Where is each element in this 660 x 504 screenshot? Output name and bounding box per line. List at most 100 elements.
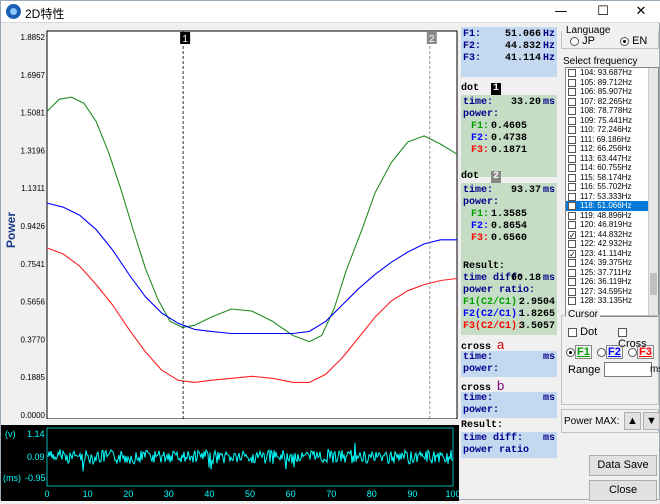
frequency-list-item[interactable]: 107: 82.265Hz bbox=[566, 97, 658, 107]
frequency-checkbox[interactable]: ✓ bbox=[568, 249, 576, 259]
dot1-time-value: 33.20 bbox=[510, 97, 541, 108]
frequency-checkbox[interactable] bbox=[568, 173, 576, 182]
data-save-button[interactable]: Data Save bbox=[589, 455, 657, 476]
frequency-checkbox[interactable] bbox=[568, 145, 576, 153]
title-bar: 2D特性 — ☐ ✕ bbox=[1, 1, 660, 23]
frequency-checkbox[interactable] bbox=[568, 69, 576, 77]
frequency-checkbox[interactable] bbox=[568, 116, 576, 125]
frequency-checkbox[interactable] bbox=[568, 192, 576, 201]
cursor-f3-label: F3 bbox=[637, 345, 654, 359]
range-input[interactable] bbox=[604, 362, 652, 377]
dot-checkbox[interactable] bbox=[568, 327, 577, 337]
minimize-button[interactable]: — bbox=[554, 4, 568, 19]
frequency-item-label: 109: 75.441Hz bbox=[580, 115, 633, 125]
frequency-checkbox[interactable] bbox=[568, 287, 576, 296]
maximize-button[interactable]: ☐ bbox=[597, 4, 609, 19]
frequency-checkbox[interactable] bbox=[568, 107, 576, 115]
frequency-checkbox[interactable] bbox=[568, 268, 576, 277]
dot1-label: dot bbox=[461, 83, 480, 94]
frequency-checkbox[interactable] bbox=[568, 297, 576, 305]
frequency-list-item[interactable]: 122: 42.932Hz bbox=[566, 239, 658, 249]
result-label: Result: bbox=[463, 261, 506, 272]
f1-value: 51.066 bbox=[504, 29, 541, 40]
frequency-list-scrollbar[interactable] bbox=[648, 68, 658, 316]
cursor-f2-radio[interactable] bbox=[597, 347, 606, 357]
language-label: Language bbox=[564, 25, 613, 36]
frequency-item-label: 111: 69.186Hz bbox=[580, 134, 631, 144]
close-button[interactable]: Close bbox=[589, 480, 657, 501]
frequency-list-item[interactable]: 117: 53.333Hz bbox=[566, 192, 658, 202]
frequency-list[interactable]: 104: 93.687Hz 105: 89.712Hz 106: 85.907Hz 1… bbox=[565, 67, 659, 317]
frequency-checkbox[interactable] bbox=[568, 240, 576, 248]
jp-radio[interactable] bbox=[570, 36, 579, 46]
cross-option[interactable]: Cross bbox=[618, 326, 658, 350]
frequency-checkbox[interactable] bbox=[568, 97, 576, 106]
frequency-list-item[interactable]: ✓ 118: 51.066Hz bbox=[566, 201, 658, 211]
cross-checkbox[interactable] bbox=[618, 327, 627, 337]
frequency-list-item[interactable]: 108: 78.778Hz bbox=[566, 106, 658, 116]
frequency-checkbox[interactable] bbox=[568, 211, 576, 220]
frequency-checkbox[interactable] bbox=[568, 259, 576, 267]
frequency-list-item[interactable]: 128: 33.135Hz bbox=[566, 296, 658, 306]
dot1-time-label: time: bbox=[463, 97, 494, 108]
frequency-list-item[interactable]: 120: 46.819Hz bbox=[566, 220, 658, 230]
power-max-down-button[interactable]: ▼ bbox=[643, 412, 660, 430]
frequency-list-item[interactable]: 115: 58.174Hz bbox=[566, 173, 658, 183]
power-max-up-button[interactable]: ▲ bbox=[624, 412, 641, 430]
frequency-item-label: 124: 39.375Hz bbox=[580, 258, 633, 267]
dot-option[interactable]: Dot bbox=[568, 326, 597, 338]
frequency-checkbox[interactable]: ✓ bbox=[568, 230, 576, 240]
frequency-checkbox[interactable] bbox=[568, 78, 576, 87]
ratio-f3-label: F3(C2/C1): bbox=[463, 321, 524, 332]
cursor-f3-radio[interactable] bbox=[628, 347, 637, 357]
close-window-button[interactable]: ✕ bbox=[635, 4, 647, 19]
cursor-1-badge[interactable] bbox=[180, 32, 191, 44]
scrollbar-thumb[interactable] bbox=[650, 273, 657, 295]
cursor-f3-option[interactable]: F3 bbox=[628, 345, 654, 359]
language-jp-option[interactable]: JP bbox=[570, 35, 595, 47]
frequency-checkbox[interactable]: ✓ bbox=[568, 202, 576, 211]
frequency-checkbox[interactable] bbox=[568, 221, 576, 229]
frequency-checkbox[interactable] bbox=[568, 278, 576, 286]
frequency-checkbox[interactable] bbox=[568, 164, 576, 172]
frequency-list-item[interactable]: 105: 89.712Hz bbox=[566, 78, 658, 88]
frequency-list-item[interactable]: 125: 37.711Hz bbox=[566, 268, 658, 278]
en-radio[interactable] bbox=[620, 36, 629, 46]
frequency-list-item[interactable]: 119: 48.896Hz bbox=[566, 211, 658, 221]
frequency-item-label: 125: 37.711Hz bbox=[580, 267, 632, 277]
frequency-list-item[interactable]: 126: 36.119Hz bbox=[566, 277, 658, 287]
frequency-checkbox[interactable] bbox=[568, 154, 576, 163]
frequency-list-item[interactable]: 124: 39.375Hz bbox=[566, 258, 658, 268]
result2-block: time diff: ms power ratio bbox=[461, 432, 557, 458]
frequency-checkbox[interactable] bbox=[568, 88, 576, 96]
frequency-list-item[interactable]: ✓ 121: 44.832Hz bbox=[566, 230, 658, 240]
cursor-f1-radio[interactable] bbox=[566, 347, 575, 357]
info-panel: F1: 51.066 Hz F2: 44.832 Hz F3: 41.114 Hz dot 1… bbox=[459, 25, 559, 459]
frequency-list-item[interactable]: 113: 63.447Hz bbox=[566, 154, 658, 164]
frequency-checkbox[interactable] bbox=[568, 126, 576, 134]
frequency-checkbox[interactable] bbox=[568, 135, 576, 144]
cursor-f1-option[interactable]: F1 bbox=[566, 345, 592, 359]
dot1-time-unit: ms bbox=[542, 97, 555, 108]
frequency-checkbox[interactable] bbox=[568, 183, 576, 191]
frequency-item-label: 106: 85.907Hz bbox=[580, 87, 633, 96]
frequency-list-item[interactable]: 109: 75.441Hz bbox=[566, 116, 658, 126]
cursor-f2-option[interactable]: F2 bbox=[597, 345, 623, 359]
frequency-list-item[interactable]: ✓ 123: 41.114Hz bbox=[566, 249, 658, 259]
cursor-2-badge[interactable] bbox=[426, 32, 437, 44]
power-chart[interactable]: 1.8852 1.6967 1.5081 1.3196 1.1311 0.9426 0.75… bbox=[1, 25, 459, 420]
frequency-item-label: 113: 63.447Hz bbox=[580, 153, 632, 163]
frequency-list-item[interactable]: 104: 93.687Hz bbox=[566, 68, 658, 78]
frequency-list-item[interactable]: 111: 69.186Hz bbox=[566, 135, 658, 145]
frequency-list-item[interactable]: 127: 34.595Hz bbox=[566, 287, 658, 297]
cross-b-power-label: power: bbox=[463, 405, 500, 416]
frequency-list-item[interactable]: 112: 66.256Hz bbox=[566, 144, 658, 154]
frequency-list-item[interactable]: 110: 72.246Hz bbox=[566, 125, 658, 135]
y-tick-label: 0.5656 bbox=[21, 298, 46, 307]
frequency-list-item[interactable]: 106: 85.907Hz bbox=[566, 87, 658, 97]
frequency-list-item[interactable]: 114: 60.755Hz bbox=[566, 163, 658, 173]
language-en-option[interactable]: EN bbox=[620, 35, 647, 47]
frequency-list-item[interactable]: 116: 55.702Hz bbox=[566, 182, 658, 192]
frequency-item-label: 115: 58.174Hz bbox=[580, 172, 632, 182]
y-tick-label: 0.0000 bbox=[21, 411, 46, 419]
